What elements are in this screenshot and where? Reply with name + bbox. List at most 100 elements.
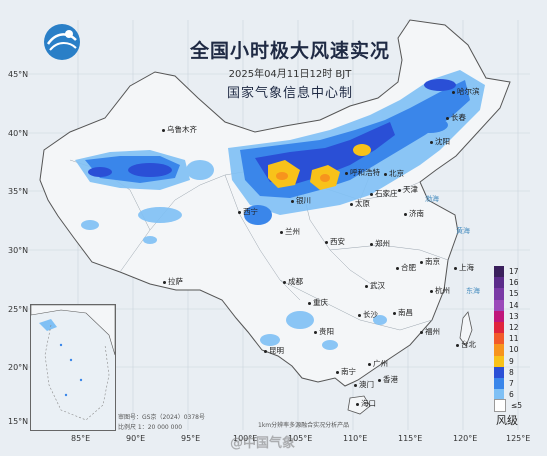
legend-label: 14 (509, 300, 519, 310)
city-label: 贵阳 (314, 326, 334, 337)
city-label: 广州 (368, 358, 388, 369)
legend-item: ≤5 (494, 399, 528, 413)
lon-label: 110°E (343, 434, 368, 443)
city-label: 杭州 (430, 285, 450, 296)
lat-label: 35°N (8, 187, 29, 196)
city-label: 沈阳 (430, 136, 450, 147)
map-title: 全国小时极大风速实况 (189, 40, 390, 62)
city-label: 郑州 (370, 238, 390, 249)
legend-swatch (494, 321, 504, 334)
city-label: 天津 (398, 184, 418, 195)
city-label: 成都 (283, 276, 303, 287)
city-label: 福州 (420, 326, 440, 337)
legend-label: 13 (509, 311, 519, 321)
legend-swatch (494, 277, 504, 289)
city-label: 西宁 (238, 206, 258, 217)
city-label: 重庆 (308, 297, 328, 308)
legend-item: 16 (494, 277, 528, 289)
city-label: 海口 (356, 398, 376, 409)
lat-label: 40°N (8, 129, 29, 138)
legend-label: 12 (509, 323, 519, 333)
review-number: 审图号：GS京（2024）0378号 (118, 414, 205, 421)
city-label: 拉萨 (163, 276, 183, 287)
city-label: 北京 (384, 168, 404, 179)
legend-swatch (494, 377, 504, 390)
legend-label: 10 (509, 345, 519, 355)
city-label: 乌鲁木齐 (162, 124, 197, 135)
legend-swatch (494, 399, 506, 413)
sea-label: 黄海 (456, 227, 470, 235)
city-label: 澳门 (354, 379, 374, 390)
legend-swatch (494, 288, 504, 300)
city-label: 合肥 (396, 262, 416, 273)
city-label: 南京 (420, 256, 440, 267)
title-block: 全国小时极大风速实况 2025年04月11日12时 BJT 国家气象信息中心制 (150, 36, 430, 101)
city-label: 哈尔滨 (452, 86, 480, 97)
legend: 17 16 15 14 13 12 11 10 9 8 7 6 ≤5 (494, 266, 528, 413)
city-label: 济南 (404, 208, 424, 219)
legend-swatch (494, 389, 504, 401)
city-label: 石家庄 (370, 188, 398, 199)
legend-item: 11 (494, 333, 528, 345)
city-label: 呼和浩特 (345, 167, 380, 178)
city-label: 银川 (291, 195, 311, 206)
lon-label: 85°E (71, 434, 91, 443)
lat-label: 25°N (8, 305, 29, 314)
city-label: 南宁 (336, 366, 356, 377)
agency-label: 国家气象信息中心制 (226, 86, 353, 101)
map-subtitle: 2025年04月11日12时 BJT (228, 69, 352, 80)
city-label: 南昌 (393, 307, 413, 318)
legend-swatch (494, 366, 504, 378)
lon-label: 120°E (453, 434, 478, 443)
legend-item: 14 (494, 299, 528, 311)
city-label: 台北 (456, 339, 476, 350)
legend-label: ≤5 (511, 401, 523, 411)
legend-label: 7 (509, 378, 514, 388)
legend-swatch (494, 333, 504, 345)
legend-item: 8 (494, 366, 528, 378)
legend-label: 17 (509, 267, 519, 277)
lat-label: 20°N (8, 363, 29, 372)
legend-item: 12 (494, 321, 528, 334)
lon-label: 115°E (398, 434, 423, 443)
city-label: 昆明 (264, 345, 284, 356)
data-source: 1km分辨率多源融合实况分析产品 (258, 422, 350, 429)
legend-swatch (494, 266, 504, 278)
legend-item: 9 (494, 355, 528, 367)
lon-label: 100°E (233, 434, 258, 443)
lat-label: 15°N (8, 417, 29, 426)
south-china-sea-inset (30, 304, 116, 431)
city-label: 西安 (325, 236, 345, 247)
legend-item: 6 (494, 389, 528, 401)
inset-map (30, 304, 116, 421)
legend-item: 17 (494, 266, 528, 278)
legend-item: 10 (494, 344, 528, 356)
taiwan-island (459, 311, 473, 347)
legend-item: 13 (494, 310, 528, 322)
legend-label: 9 (509, 356, 514, 366)
cma-logo-icon (44, 24, 80, 60)
city-label: 上海 (454, 262, 474, 273)
scale-label: 比例尺 1：20 000 000 (118, 424, 183, 431)
city-label: 太原 (350, 198, 370, 209)
city-label: 香港 (378, 374, 398, 385)
legend-label: 15 (509, 289, 519, 299)
lon-label: 95°E (181, 434, 201, 443)
lon-label: 90°E (126, 434, 146, 443)
legend-label: 6 (509, 390, 514, 400)
legend-label: 8 (509, 367, 514, 377)
legend-swatch (494, 344, 504, 356)
watermark: @中国气象 (230, 436, 296, 451)
sea-label: 东海 (466, 287, 480, 295)
lat-label: 45°N (8, 70, 29, 79)
legend-label: 11 (509, 334, 519, 344)
legend-item: 7 (494, 377, 528, 390)
legend-swatch (494, 299, 504, 311)
sea-label: 渤海 (425, 195, 439, 203)
lat-label: 30°N (8, 246, 29, 255)
legend-label: 16 (509, 278, 519, 288)
city-label: 兰州 (280, 226, 300, 237)
city-label: 长沙 (358, 309, 378, 320)
